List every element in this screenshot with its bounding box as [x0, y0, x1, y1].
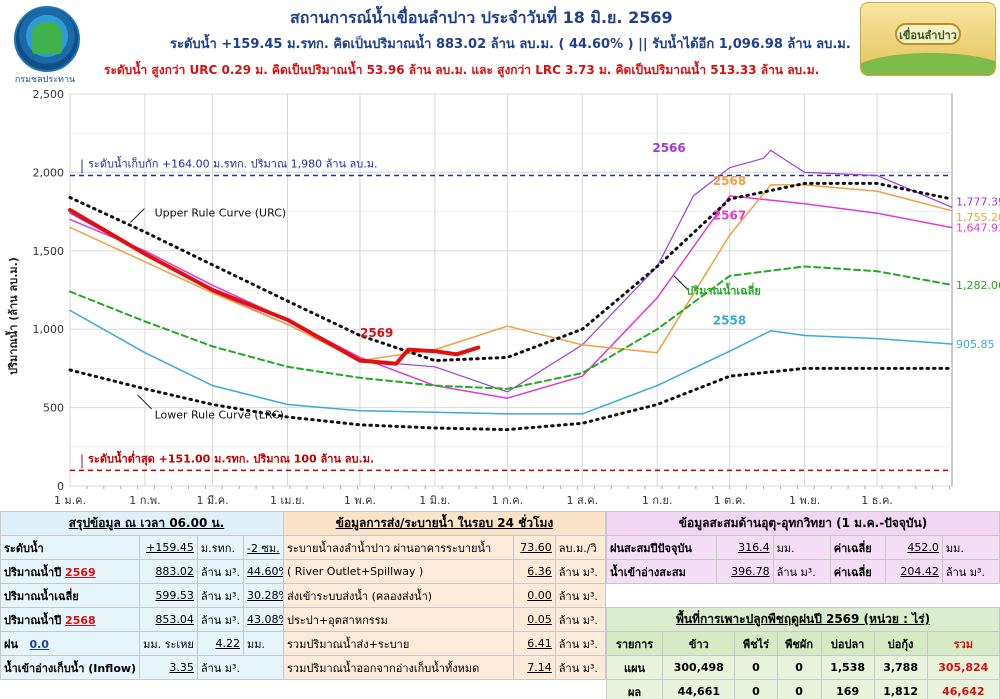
end-value-label: 1,282.06 [956, 279, 1000, 292]
series-annotation: 2558 [713, 313, 746, 327]
table-row: ( River Outlet+Spillway ) 6.36 ล้าน ม³. [283, 559, 607, 584]
x-tick-label: 1 พ.ย. [789, 494, 820, 507]
end-value-label: 1,647.93 [956, 222, 1000, 235]
badge-hill [861, 53, 995, 75]
data-tables: สรุปข้อมูล ณ เวลา 06.00 น. ระดับน้ำ +159… [0, 511, 1000, 699]
logo-caption: กรมชลประทาน [14, 75, 76, 85]
table-row: น้ำเข้าอ่างสะสม 396.78 ล้าน ม³. ค่าเฉลี่… [605, 559, 1000, 584]
table-row: น้ำเข้าอ่างเก็บน้ำ (Inflow) 3.35 ล้าน ม³… [0, 655, 293, 680]
summary-table: สรุปข้อมูล ณ เวลา 06.00 น. ระดับน้ำ +159… [0, 511, 293, 680]
annotation-leader [673, 275, 689, 291]
x-tick-label: 1 ธ.ค. [861, 494, 893, 507]
rid-logo-icon [14, 6, 80, 72]
table-row: ฝน 0.0 มม. ระเหย 4.22 มม. [0, 631, 293, 656]
y-tick-label: 2,000 [33, 166, 65, 179]
dam-badge-icon: เขื่อนลำปาว [860, 2, 996, 76]
y-tick-label: 1,500 [33, 245, 65, 258]
grid [69, 93, 952, 487]
end-value-label: 1,755.20 [956, 211, 1000, 224]
release-title: ข้อมูลการส่ง/ระบายน้ำ ในรอบ 24 ชั่วโมง [283, 511, 606, 536]
table-row: ฝนสะสมปีปัจจุบัน 316.4 มม. ค่าเฉลี่ย 452… [605, 535, 1000, 560]
x-tick-label: 1 ก.พ. [129, 494, 160, 507]
reference-label: ระดับน้ำต่ำสุด +151.00 ม.รทก. ปริมาณ 100… [88, 450, 374, 466]
series-line-lrc [68, 366, 954, 432]
series-annotation: 2569 [360, 326, 393, 340]
crop-table: พื้นที่การเพาะปลูกพืชฤดูฝนปี 2569 (หน่วย… [605, 607, 1000, 699]
series-line-average [69, 265, 953, 390]
y-tick-label: 0 [57, 480, 64, 493]
x-tick-label: 1 ต.ค. [714, 494, 746, 507]
axis-ticks: 0 500 1,000 1,500 2,000 2,500 1 ม.ค. 1 ก.พ. 1 มี… [33, 88, 951, 507]
reference-label: ระดับน้ำเก็บกัก +164.00 ม.รทก. ปริมาณ 1,… [88, 156, 378, 171]
chart-labels: 1,777.39 1,755.201,647.93 1,282.06 905.85 Up… [130, 141, 1000, 422]
annotation-leader [137, 394, 153, 410]
series-line-urc [68, 181, 954, 363]
x-tick-label: 1 เม.ย. [270, 494, 305, 507]
x-tick-label: 1 ม.ค. [54, 494, 86, 507]
table-row: แผน 300,498 0 0 1,538 3,788 305,824 [605, 655, 1000, 680]
series-annotation: 2567 [713, 208, 746, 222]
series-line-2569 [68, 208, 481, 366]
table-row: ปริมาณน้ำปี 2569 883.02 ล้าน ม³. 44.60% [0, 559, 293, 584]
hydro-table: ข้อมูลสะสมด้านอุตุ-อุทกวิทยา (1 ม.ค.-ปัจ… [605, 511, 1000, 584]
logo-emblem [32, 22, 62, 54]
series-annotation: Lower Rule Curve (LRC) [155, 409, 284, 422]
reference-lines: ระดับน้ำเก็บกัก +164.00 ม.รทก. ปริมาณ 1,… [70, 156, 952, 472]
table-row: ส่งเข้าระบบส่งน้ำ (คลองส่งน้ำ) 0.00 ล้าน ม… [283, 583, 607, 608]
series-annotation: ปริมาณน้ำเฉลี่ย [686, 283, 761, 298]
reservoir-chart: ระดับน้ำเก็บกัก +164.00 ม.รทก. ปริมาณ 1,… [0, 88, 1000, 510]
series-line-2567 [69, 195, 953, 399]
table-row: ระดับน้ำ +159.45 ม.รทก. -2 ซม. [0, 535, 293, 560]
y-axis-label: ปริมาณน้ำ (ล้าน ลบ.ม.) [5, 257, 20, 375]
series-annotation: Upper Rule Curve (URC) [155, 206, 287, 219]
table-row: ระบายน้ำลงลำน้ำปาว ผ่านอาคารระบายน้ำ 73.6… [283, 535, 607, 560]
annotation-leader [130, 208, 145, 223]
summary-title: สรุปข้อมูล ณ เวลา 06.00 น. [0, 511, 293, 536]
y-tick-label: 500 [43, 402, 64, 415]
badge-frame [895, 23, 961, 45]
x-tick-label: 1 มี.ค. [197, 494, 229, 507]
table-row: ประปา+อุตสาหกรรม 0.05 ล้าน ม³. [283, 607, 607, 632]
series-annotation: 2568 [713, 174, 746, 188]
series-annotation: 2566 [652, 141, 685, 155]
page-title: สถานการณ์น้ำเขื่อนลำปาว ประจำวันที่ 18 ม… [290, 8, 673, 27]
table-header-row: รายการ ข้าว พืชไร่ พืชผัก บ่อปลา บ่อกุ้ง… [605, 631, 1000, 656]
y-tick-label: 2,500 [33, 88, 65, 101]
end-value-label: 1,777.39 [956, 195, 1000, 208]
x-tick-label: 1 มิ.ย. [419, 494, 450, 507]
release-table: ข้อมูลการส่ง/ระบายน้ำ ในรอบ 24 ชั่วโมง ร… [283, 511, 607, 680]
hydro-title: ข้อมูลสะสมด้านอุตุ-อุทกวิทยา (1 ม.ค.-ปัจ… [606, 511, 1000, 536]
x-tick-label: 1 พ.ค. [344, 494, 376, 507]
badge-text: เขื่อนลำปาว [899, 29, 957, 42]
series-line-2558 [69, 309, 953, 415]
end-value-label: 905.85 [956, 338, 995, 351]
rule-curve-summary: ระดับน้ำ สูงกว่า URC 0.29 ม. คิดเป็นปริม… [104, 63, 820, 77]
table-row: ปริมาณน้ำเฉลี่ย 599.53 ล้าน ม³. 30.28% [0, 583, 293, 608]
table-row: ผล 44,661 0 0 169 1,812 46,642 [605, 679, 1000, 699]
table-row: รวมปริมาณน้ำออกจากอ่างเก็บน้ำทั้งหมด 7.14… [283, 655, 607, 680]
x-tick-label: 1 ส.ค. [567, 494, 599, 507]
series-lines [68, 149, 954, 432]
table-row: ปริมาณน้ำปี 2568 853.04 ล้าน ม³. 43.08% [0, 607, 293, 632]
header: กรมชลประทาน สถานการณ์น้ำเขื่อนลำปาว ประจ… [0, 0, 1000, 88]
y-tick-label: 1,000 [33, 323, 65, 336]
x-tick-label: 1 ก.ค. [492, 494, 524, 507]
table-row: รวมปริมาณน้ำส่ง+ระบาย 6.41 ล้าน ม³. [283, 631, 607, 656]
x-tick-label: 1 ก.ย. [642, 494, 673, 507]
water-level-summary: ระดับน้ำ +159.45 ม.รทก. คิดเป็นปริมาณน้ำ… [170, 37, 851, 52]
crop-title: พื้นที่การเพาะปลูกพืชฤดูฝนปี 2569 (หน่วย… [606, 607, 1000, 632]
